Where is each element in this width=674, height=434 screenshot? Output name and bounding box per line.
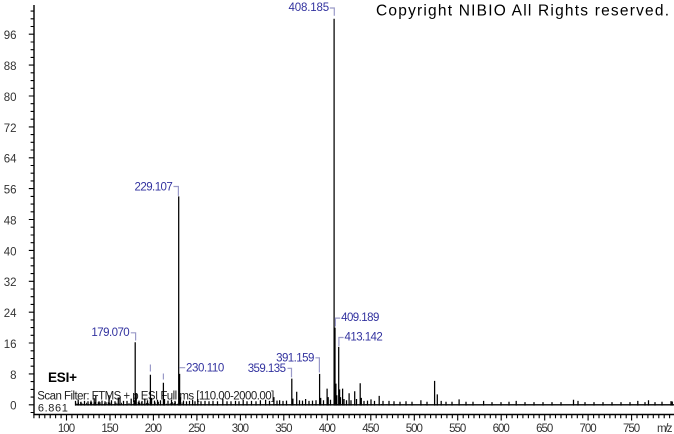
svg-text:100: 100 (58, 423, 75, 434)
svg-text:150: 150 (101, 423, 118, 434)
svg-text:48: 48 (4, 215, 17, 227)
svg-text:80: 80 (4, 92, 17, 104)
svg-text:600: 600 (493, 423, 510, 434)
svg-text:Copyright NIBIO All Rights res: Copyright NIBIO All Rights reserved. (376, 2, 669, 19)
svg-text:96: 96 (4, 30, 17, 42)
svg-text:8: 8 (10, 370, 16, 382)
svg-text:200: 200 (145, 423, 162, 434)
svg-text:413.142: 413.142 (345, 331, 383, 343)
svg-text:250: 250 (188, 423, 205, 434)
svg-text:72: 72 (4, 123, 17, 135)
svg-text:16: 16 (4, 339, 17, 351)
svg-text:400: 400 (319, 423, 336, 434)
svg-text:700: 700 (580, 423, 597, 434)
svg-text:500: 500 (406, 423, 423, 434)
svg-text:391.159: 391.159 (276, 352, 314, 364)
svg-text:750: 750 (623, 423, 640, 434)
svg-text:6.861: 6.861 (38, 402, 68, 414)
svg-text:230.110: 230.110 (186, 362, 224, 374)
svg-text:350: 350 (275, 423, 292, 434)
svg-text:650: 650 (536, 423, 553, 434)
svg-text:ESI+: ESI+ (48, 370, 77, 385)
svg-text:450: 450 (362, 423, 379, 434)
svg-text:88: 88 (4, 61, 17, 73)
svg-text:24: 24 (4, 308, 17, 320)
svg-text:359.135: 359.135 (248, 363, 286, 375)
svg-text:550: 550 (449, 423, 466, 434)
svg-text:m/z: m/z (657, 423, 673, 434)
svg-text:0: 0 (10, 401, 16, 413)
svg-text:179.070: 179.070 (91, 327, 129, 339)
svg-text:300: 300 (232, 423, 249, 434)
svg-text:408.185: 408.185 (289, 2, 330, 14)
svg-text:32: 32 (4, 277, 17, 289)
svg-text:56: 56 (4, 185, 17, 197)
svg-text:64: 64 (4, 154, 17, 166)
svg-text:229.107: 229.107 (135, 181, 173, 193)
svg-text:40: 40 (4, 246, 17, 258)
svg-text:409.189: 409.189 (341, 312, 379, 324)
svg-text:Scan Filter: FTMS + p ESI Full: Scan Filter: FTMS + p ESI Full ms [110.0… (37, 391, 274, 403)
